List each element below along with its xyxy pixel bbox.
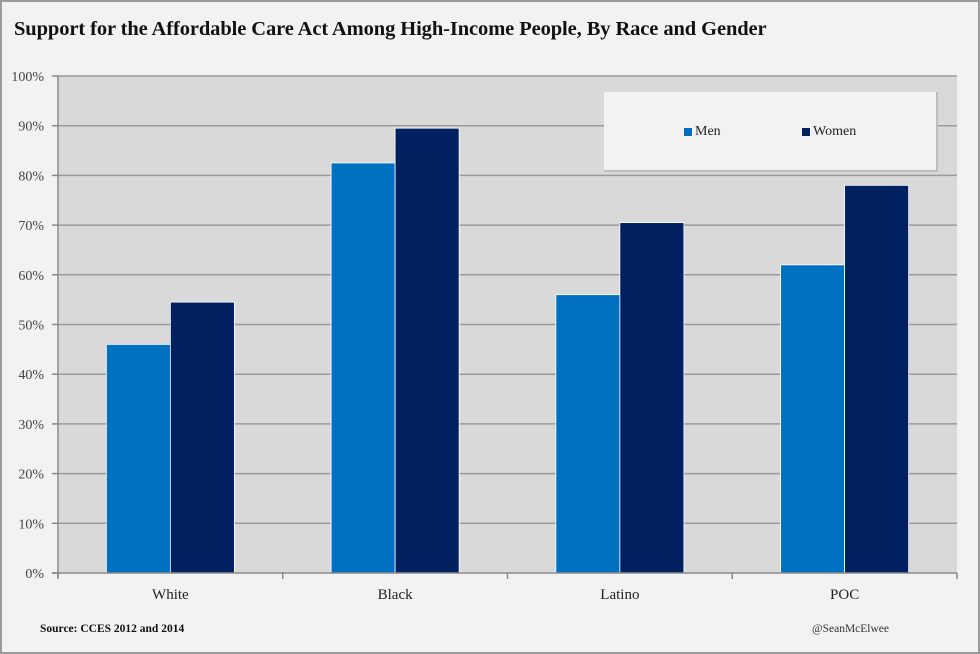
y-tick-label: 50%	[18, 319, 44, 334]
y-tick-label: 0%	[25, 567, 44, 582]
source-note: Source: CCES 2012 and 2014	[40, 623, 185, 635]
x-tick-label: Black	[378, 587, 413, 603]
bar-latino-men	[555, 294, 621, 574]
bar-latino-women	[619, 222, 685, 574]
y-tick-label: 30%	[18, 418, 44, 433]
axes	[52, 75, 958, 579]
legend: Men Women	[604, 92, 938, 172]
y-tick-label: 70%	[18, 219, 44, 234]
legend-item-men: Men	[684, 124, 721, 140]
chart-title: Support for the Affordable Care Act Amon…	[14, 18, 767, 40]
y-tick-label: 10%	[18, 517, 44, 532]
bar-black-men	[330, 162, 396, 574]
y-tick-label: 80%	[18, 169, 44, 184]
y-tick-label: 40%	[18, 368, 44, 383]
y-tick-label: 90%	[18, 120, 44, 135]
bar-white-women	[169, 301, 235, 574]
y-tick-labels: 0% 10% 20% 30% 40% 50% 60% 70% 80% 90% 100%	[11, 70, 44, 582]
legend-label-men: Men	[695, 124, 721, 139]
bar-poc-men	[780, 264, 846, 574]
x-tick-label: White	[152, 587, 189, 603]
bar-black-women	[394, 127, 460, 574]
legend-label-women: Women	[813, 124, 857, 139]
legend-swatch-men	[684, 128, 692, 136]
legend-swatch-women	[802, 128, 810, 136]
x-tick-label: POC	[830, 587, 859, 603]
bars	[105, 127, 910, 574]
bar-poc-women	[844, 184, 910, 574]
legend-item-women: Women	[802, 124, 856, 140]
bar-white-men	[105, 343, 171, 574]
x-tick-labels: White Black Latino POC	[152, 587, 859, 603]
x-tick-label: Latino	[600, 587, 639, 603]
y-tick-label: 100%	[11, 70, 44, 85]
y-tick-label: 20%	[18, 468, 44, 483]
author-credit: @SeanMcElwee	[812, 623, 890, 635]
y-tick-label: 60%	[18, 269, 44, 284]
